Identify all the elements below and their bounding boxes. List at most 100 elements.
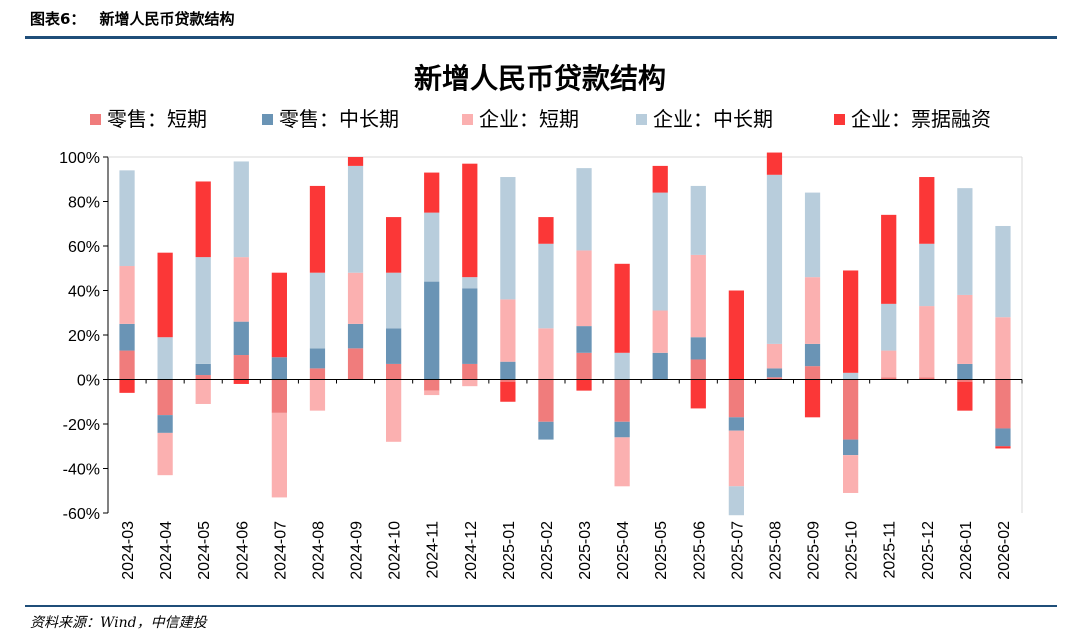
bar-2025-05-s4 [652, 165, 668, 193]
bar-2026-02-s0 [995, 379, 1011, 429]
bar-2024-09-s2 [347, 272, 364, 324]
legend: 零售：短期 零售：中长期 企业：短期 企业：中长期 企业：票据融资 [90, 107, 991, 131]
bar-2026-02-s4 [995, 446, 1011, 449]
x-tick-label: 2025-04 [615, 521, 632, 580]
bar-2024-09-s3 [347, 165, 364, 273]
bar-2024-11-s2 [424, 390, 440, 396]
legend-swatch-2 [462, 114, 473, 125]
x-tick-label: 2024-09 [349, 521, 366, 580]
bar-2025-06-s2 [690, 254, 706, 338]
x-tick-label: 2025-02 [539, 521, 556, 580]
bar-2024-08-s0 [309, 368, 326, 380]
x-tick-label: 2024-12 [463, 521, 480, 580]
bar-2024-09-s4 [347, 157, 364, 166]
bar-2024-10-s1 [386, 328, 402, 364]
bar-2024-09-s1 [347, 323, 364, 349]
bar-2025-11-s0 [881, 377, 897, 380]
x-tick-label: 2025-07 [729, 521, 746, 580]
bar-2025-01-s1 [500, 361, 516, 380]
bar-2024-07-s4 [271, 272, 287, 358]
y-tick-label: 100% [59, 150, 100, 167]
bar-2024-12-s1 [462, 288, 478, 364]
bar-2024-07-s1 [271, 357, 287, 380]
bar-2025-09-s4 [804, 379, 821, 418]
legend-label-2: 企业：短期 [479, 107, 579, 131]
bar-2025-11-s4 [881, 214, 897, 304]
footer-rule [25, 605, 1057, 607]
x-tick-label: 2026-01 [958, 521, 975, 580]
bar-2024-07-s2 [271, 412, 287, 498]
bar-2025-12-s0 [919, 377, 935, 380]
legend-label-4: 企业：票据融资 [851, 107, 991, 131]
x-tick-label: 2024-06 [234, 521, 251, 580]
bar-2025-03-s1 [576, 326, 592, 353]
bar-2025-10-s1 [843, 439, 859, 456]
bar-2024-06-s3 [233, 161, 249, 258]
x-tick-label: 2025-10 [844, 521, 861, 580]
bar-2024-06-s2 [233, 257, 249, 322]
bar-2025-11-s2 [881, 350, 897, 378]
bar-2024-04-s2 [157, 432, 173, 476]
bar-2025-09-s0 [804, 366, 821, 380]
figure-label: 图表6： [30, 10, 86, 28]
bar-2024-12-s0 [462, 363, 478, 380]
bar-2025-02-s4 [538, 217, 554, 244]
bar-2025-03-s0 [576, 352, 592, 380]
bar-2024-06-s4 [233, 379, 249, 384]
bar-2024-10-s4 [386, 217, 402, 273]
y-tick-label: 0% [77, 373, 100, 390]
bar-2025-04-s3 [614, 352, 630, 380]
bar-2026-02-s2 [995, 317, 1011, 380]
bar-2025-08-s2 [766, 343, 783, 369]
x-tick-label: 2025-01 [501, 521, 518, 580]
x-tick-label: 2024-07 [272, 521, 289, 580]
y-tick-label: 40% [68, 284, 100, 301]
bar-2024-03-s2 [119, 266, 135, 324]
bar-2025-02-s1 [538, 421, 554, 440]
bar-2025-08-s4 [766, 152, 783, 175]
bar-2025-12-s3 [919, 243, 935, 307]
bar-2024-05-s0 [195, 375, 211, 380]
bar-2024-04-s0 [157, 379, 173, 416]
bar-2025-01-s3 [500, 177, 516, 300]
loan-structure-chart: 新增人民币贷款结构 零售：短期 零售：中长期 企业：短期 企业：中长期 企业：票据融资 … [59, 62, 1023, 580]
bar-2024-04-s4 [157, 252, 173, 338]
bar-2026-02-s1 [995, 428, 1011, 447]
bar-2024-06-s1 [233, 321, 249, 356]
bar-2025-07-s4 [728, 290, 744, 380]
x-tick-label: 2024-03 [120, 521, 137, 580]
bar-2025-06-s0 [690, 359, 706, 380]
bar-2024-05-s2 [195, 379, 211, 404]
x-tick-label: 2025-08 [767, 521, 784, 580]
legend-label-0: 零售：短期 [107, 107, 207, 131]
bar-2025-12-s4 [919, 177, 935, 244]
bar-2025-02-s0 [538, 379, 554, 422]
bar-2026-01-s2 [957, 294, 973, 364]
bar-2024-12-s2 [462, 379, 478, 387]
bar-2026-01-s4 [957, 381, 973, 411]
x-tick-label: 2024-04 [158, 521, 175, 580]
bar-2024-09-s0 [347, 348, 364, 380]
bar-2025-10-s0 [843, 379, 859, 440]
bar-2025-09-s1 [804, 343, 821, 367]
bar-2024-12-s4 [462, 163, 478, 278]
x-tick-label: 2025-09 [806, 521, 823, 580]
bar-2025-01-s0 [500, 379, 516, 382]
bar-2024-11-s3 [424, 212, 440, 282]
bar-2025-04-s2 [614, 437, 630, 487]
bar-2024-07-s0 [271, 379, 287, 413]
bar-2025-04-s4 [614, 263, 630, 353]
bar-2024-03-s1 [119, 323, 135, 351]
bar-2025-05-s3 [652, 192, 668, 311]
bar-2026-01-s3 [957, 188, 973, 295]
bar-2024-08-s1 [309, 348, 326, 369]
bar-2024-08-s4 [309, 185, 326, 273]
bar-2024-05-s4 [195, 181, 211, 258]
bar-2025-05-s2 [652, 310, 668, 353]
bar-2025-08-s0 [766, 377, 783, 380]
x-tick-label: 2025-05 [653, 521, 670, 580]
bar-2025-07-s2 [728, 430, 744, 487]
bar-2024-03-s3 [119, 170, 135, 267]
legend-swatch-0 [90, 114, 101, 125]
bar-2024-10-s0 [386, 363, 402, 380]
